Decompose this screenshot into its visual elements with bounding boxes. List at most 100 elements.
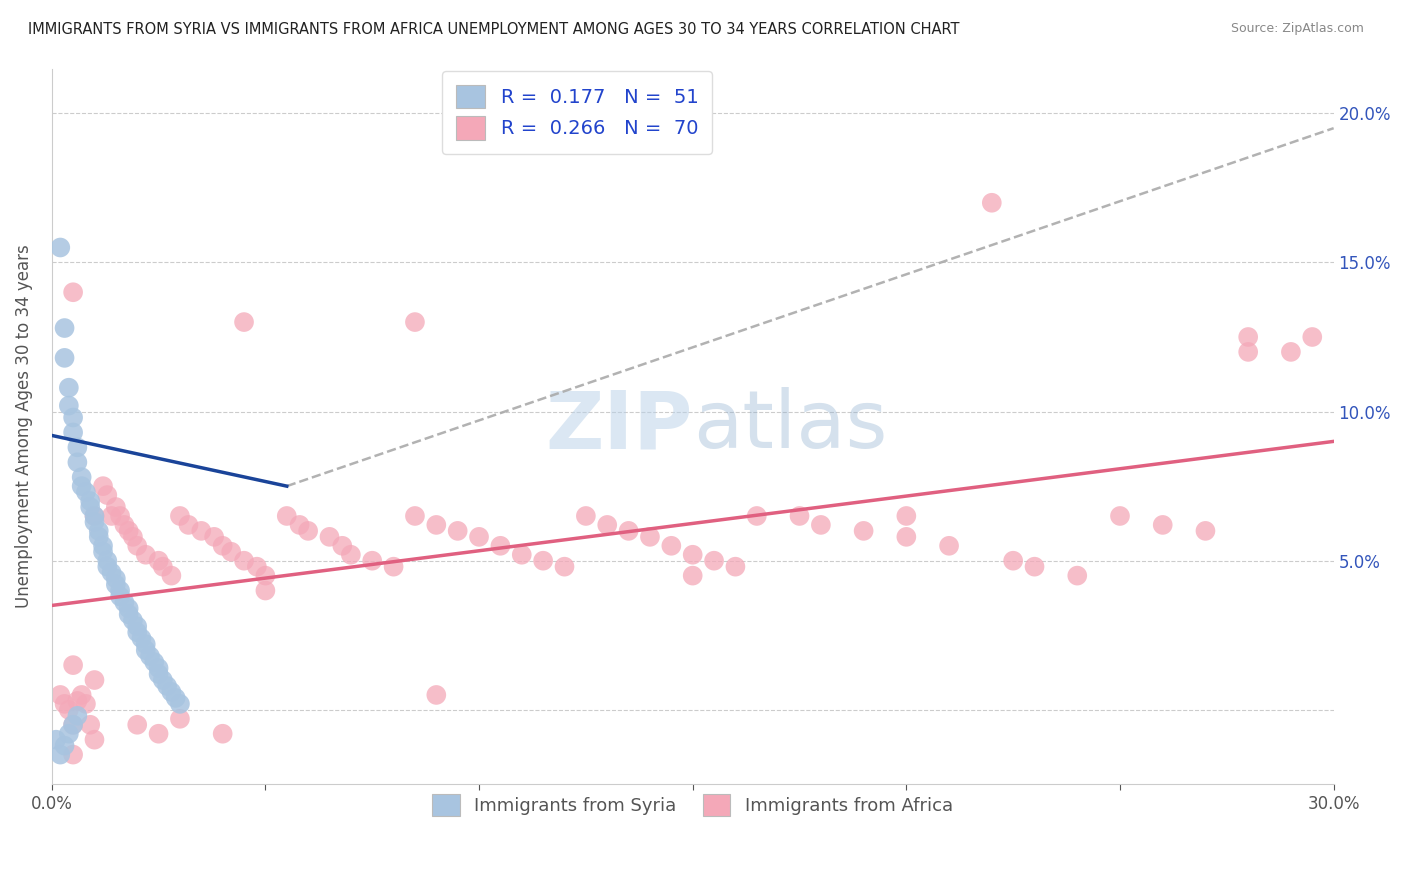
Point xyxy=(62,718,84,732)
Point xyxy=(617,524,640,538)
Point xyxy=(169,697,191,711)
Point xyxy=(190,524,212,538)
Point xyxy=(79,494,101,508)
Point xyxy=(724,559,747,574)
Point xyxy=(104,500,127,514)
Point xyxy=(53,351,76,365)
Point xyxy=(682,568,704,582)
Point xyxy=(246,559,269,574)
Point xyxy=(104,577,127,591)
Point xyxy=(152,673,174,687)
Point xyxy=(127,718,149,732)
Point xyxy=(202,530,225,544)
Point xyxy=(276,508,298,523)
Point xyxy=(148,667,170,681)
Point xyxy=(62,410,84,425)
Point xyxy=(404,508,426,523)
Point xyxy=(87,530,110,544)
Point xyxy=(83,732,105,747)
Point xyxy=(169,508,191,523)
Point xyxy=(1237,330,1260,344)
Point xyxy=(49,688,72,702)
Point xyxy=(45,732,67,747)
Point xyxy=(49,747,72,762)
Point xyxy=(135,548,157,562)
Point xyxy=(361,554,384,568)
Point xyxy=(575,508,598,523)
Point xyxy=(131,632,153,646)
Point xyxy=(127,539,149,553)
Point xyxy=(127,625,149,640)
Point xyxy=(58,727,80,741)
Point xyxy=(318,530,340,544)
Text: Source: ZipAtlas.com: Source: ZipAtlas.com xyxy=(1230,22,1364,36)
Point xyxy=(122,613,145,627)
Point xyxy=(148,554,170,568)
Point xyxy=(980,195,1002,210)
Point xyxy=(297,524,319,538)
Point xyxy=(70,470,93,484)
Point xyxy=(87,524,110,538)
Point xyxy=(96,488,118,502)
Point xyxy=(425,517,447,532)
Point xyxy=(66,694,89,708)
Point xyxy=(83,515,105,529)
Point xyxy=(810,517,832,532)
Point xyxy=(91,545,114,559)
Point xyxy=(703,554,725,568)
Point xyxy=(288,517,311,532)
Point xyxy=(53,739,76,753)
Point xyxy=(66,708,89,723)
Point xyxy=(100,508,122,523)
Point xyxy=(135,637,157,651)
Point xyxy=(66,441,89,455)
Point xyxy=(160,685,183,699)
Point xyxy=(1194,524,1216,538)
Point xyxy=(1279,345,1302,359)
Point xyxy=(70,479,93,493)
Point xyxy=(340,548,363,562)
Point xyxy=(91,479,114,493)
Point xyxy=(108,590,131,604)
Point xyxy=(75,485,97,500)
Point xyxy=(118,601,141,615)
Point xyxy=(118,607,141,622)
Point xyxy=(148,661,170,675)
Point xyxy=(108,508,131,523)
Point xyxy=(160,568,183,582)
Text: atlas: atlas xyxy=(693,387,887,466)
Point xyxy=(896,530,918,544)
Point xyxy=(66,455,89,469)
Point xyxy=(1024,559,1046,574)
Point xyxy=(122,530,145,544)
Point xyxy=(896,508,918,523)
Point xyxy=(143,655,166,669)
Text: ZIP: ZIP xyxy=(546,387,693,466)
Point xyxy=(127,619,149,633)
Point xyxy=(96,559,118,574)
Point xyxy=(53,321,76,335)
Point xyxy=(382,559,405,574)
Point xyxy=(169,712,191,726)
Point xyxy=(1152,517,1174,532)
Point xyxy=(211,539,233,553)
Point xyxy=(118,524,141,538)
Point xyxy=(75,697,97,711)
Point xyxy=(852,524,875,538)
Point xyxy=(1002,554,1025,568)
Point xyxy=(49,240,72,254)
Point xyxy=(682,548,704,562)
Point xyxy=(447,524,470,538)
Point xyxy=(108,583,131,598)
Point xyxy=(83,673,105,687)
Legend: Immigrants from Syria, Immigrants from Africa: Immigrants from Syria, Immigrants from A… xyxy=(423,786,962,825)
Point xyxy=(70,688,93,702)
Point xyxy=(62,718,84,732)
Point xyxy=(468,530,491,544)
Point xyxy=(1301,330,1323,344)
Point xyxy=(152,559,174,574)
Point xyxy=(165,690,187,705)
Point xyxy=(219,545,242,559)
Point xyxy=(425,688,447,702)
Point xyxy=(789,508,811,523)
